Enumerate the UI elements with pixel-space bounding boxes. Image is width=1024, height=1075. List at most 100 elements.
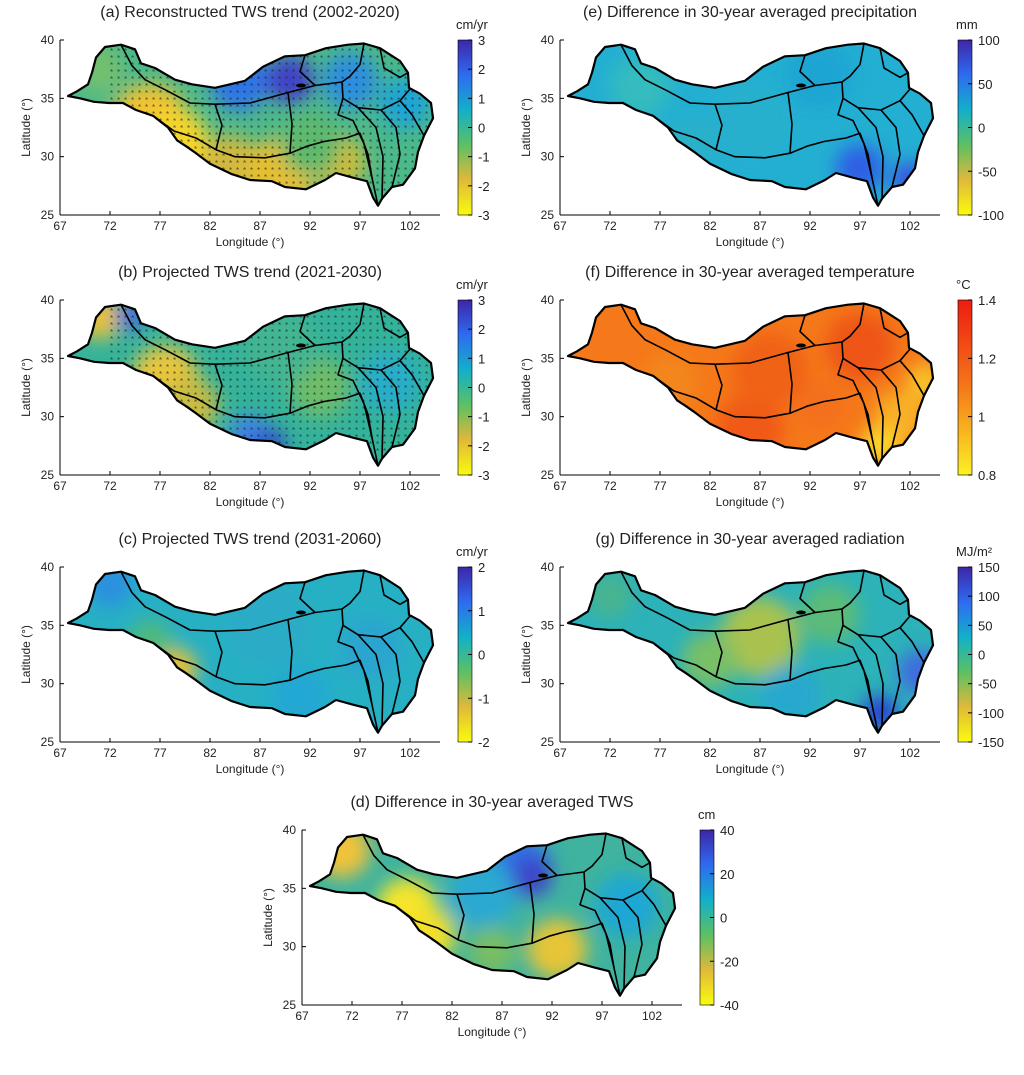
y-axis-label: Latitude (°) [19,358,33,417]
y-tick-label: 40 [283,823,297,837]
colorbar-tick-label: 2 [478,560,485,575]
colorbar-unit: cm [698,807,715,822]
colorbar: 3 2 1 0 -1 -2 -3 cm/yr [456,277,490,483]
colorbar-tick-label: -3 [478,208,490,223]
colorbar-tick-label: 3 [478,293,485,308]
basin-boundary [379,308,409,339]
colorbar-unit: °C [956,277,971,292]
x-tick-label: 102 [400,479,420,493]
y-tick-label: 35 [41,618,55,632]
basin-boundary [879,575,909,606]
plateau-outline [566,302,935,467]
x-axis-label: Longitude (°) [216,495,285,509]
basin-boundary [652,375,847,419]
y-tick-label: 25 [541,208,555,222]
basin-boundary [587,922,621,996]
plateau-map [66,569,435,734]
basin-boundary [120,304,343,365]
x-tick-label: 97 [353,219,367,233]
basin-boundary [120,571,343,632]
y-tick-label: 30 [541,150,555,164]
basin-boundary [399,100,425,137]
colorbar-unit: cm/yr [456,544,488,559]
panel-e: (e) Difference in 30-year averaged preci… [519,4,1004,249]
colorbar: 40 20 0 -20 -40 cm [698,807,739,1013]
field-blob [786,43,854,109]
basin-boundary [857,634,884,726]
x-tick-label: 77 [153,479,167,493]
x-tick-label: 92 [803,479,817,493]
y-tick-label: 30 [541,410,555,424]
basin-boundary [399,360,425,397]
plateau-outline [66,42,435,207]
panel-title: (f) Difference in 30-year averaged tempe… [585,264,915,281]
colorbar-tick-label: 1 [478,351,485,366]
panel-title: (g) Difference in 30-year averaged radia… [595,531,904,548]
field-blob [512,856,552,897]
panel-c: (c) Projected TWS trend (2031-2060) 67 72… [19,531,490,776]
basin-boundary [299,54,316,87]
basin-boundary [880,636,901,715]
x-axis-label: Longitude (°) [216,235,285,249]
panel-title: (d) Difference in 30-year averaged TWS [350,794,633,811]
x-tick-label: 97 [595,1009,609,1023]
x-tick-label: 82 [703,746,717,760]
plateau-outline [66,569,435,734]
basin-boundary [880,369,901,448]
basin-boundary [620,304,843,365]
x-tick-label: 82 [703,479,717,493]
lake-mark [796,610,806,615]
x-tick-label: 72 [603,219,617,233]
y-tick-label: 25 [41,735,55,749]
y-tick-label: 35 [541,91,555,105]
axes: 67 72 77 82 87 92 97 102 25 30 35 40 Longitude (°) La… [19,33,440,249]
colorbar-tick-label: 100 [978,33,1000,48]
colorbar-tick-label: -1 [478,410,490,425]
y-tick-label: 25 [541,468,555,482]
field-blob [610,56,670,117]
colorbar-tick-label: -2 [478,735,490,750]
basin-boundary [621,838,651,869]
x-tick-label: 67 [53,746,67,760]
field-blob [720,597,800,677]
plateau-map [566,42,935,207]
basin-boundary [379,48,409,79]
x-tick-label: 102 [400,746,420,760]
colorbar: 2 1 0 -1 -2 cm/yr [456,544,490,750]
y-tick-label: 35 [41,351,55,365]
lake-mark [796,343,806,348]
axes: 67 72 77 82 87 92 97 102 25 30 35 40 Longitude (°) La… [261,823,682,1039]
colorbar-tick-label: -1 [478,691,490,706]
basin-boundary [641,890,667,927]
basin-boundary [899,100,925,137]
plateau-outline [66,302,435,467]
x-tick-label: 102 [900,479,920,493]
x-tick-label: 97 [853,746,867,760]
basin-boundary [341,570,411,638]
x-tick-label: 72 [103,479,117,493]
colorbar: 100 50 0 -50 -100 mm [956,17,1004,223]
basin-boundary [379,575,409,606]
field-blob [682,632,738,689]
colorbar-tick-label: 150 [978,560,1000,575]
x-tick-label: 87 [495,1009,509,1023]
colorbar-tick-label: -1 [478,150,490,165]
y-tick-label: 40 [541,560,555,574]
basin-boundary [787,619,793,681]
field-blob [796,381,844,429]
x-tick-label: 77 [153,219,167,233]
field-blob [230,585,310,666]
basin-boundary [799,54,816,87]
y-tick-label: 25 [283,998,297,1012]
field-blob [826,312,894,381]
axes: 67 72 77 82 87 92 97 102 25 30 35 40 Longitude (°) La… [19,293,440,509]
x-tick-label: 92 [803,219,817,233]
colorbar-tick-label: 0 [478,381,485,396]
field-blob [88,570,132,607]
x-tick-label: 72 [345,1009,359,1023]
y-tick-label: 30 [283,940,297,954]
x-tick-label: 67 [553,219,567,233]
x-tick-label: 77 [653,479,667,493]
colorbar-tick-label: 1 [478,91,485,106]
x-tick-label: 87 [753,479,767,493]
